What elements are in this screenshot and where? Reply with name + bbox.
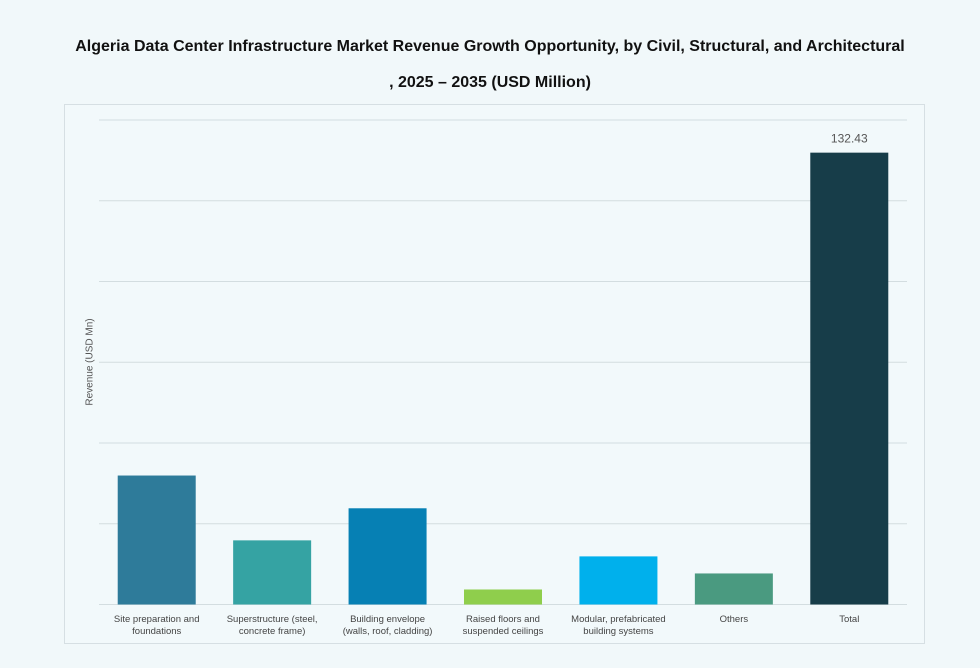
x-tick-label: Raised floors and xyxy=(466,614,540,625)
data-label: 132.43 xyxy=(831,132,868,146)
bar xyxy=(117,475,196,605)
x-tick-label: concrete frame) xyxy=(239,626,306,637)
x-tick-label: foundations xyxy=(132,626,181,637)
plot-frame xyxy=(64,104,925,644)
bar xyxy=(348,508,427,605)
y-axis-label: Revenue (USD Mn) xyxy=(84,318,96,406)
chart-title: Algeria Data Center Infrastructure Marke… xyxy=(75,38,905,55)
x-tick-label: (walls, roof, cladding) xyxy=(343,626,433,637)
x-tick-label: Modular, prefabricated xyxy=(571,614,666,625)
x-tick-label: Total xyxy=(839,614,859,625)
bar xyxy=(233,540,312,605)
bar xyxy=(464,589,542,605)
x-tick-label: Site preparation and xyxy=(114,614,200,625)
x-tick-label: Others xyxy=(720,614,749,625)
bar xyxy=(810,152,889,605)
bar xyxy=(694,573,773,605)
chart-subtitle: , 2025 – 2035 (USD Million) xyxy=(389,74,591,91)
x-tick-label: suspended ceilings xyxy=(463,626,544,637)
bar xyxy=(579,556,658,605)
x-tick-label: Building envelope xyxy=(350,614,425,625)
x-tick-label: Superstructure (steel, xyxy=(227,614,318,625)
x-tick-label: building systems xyxy=(583,626,653,637)
